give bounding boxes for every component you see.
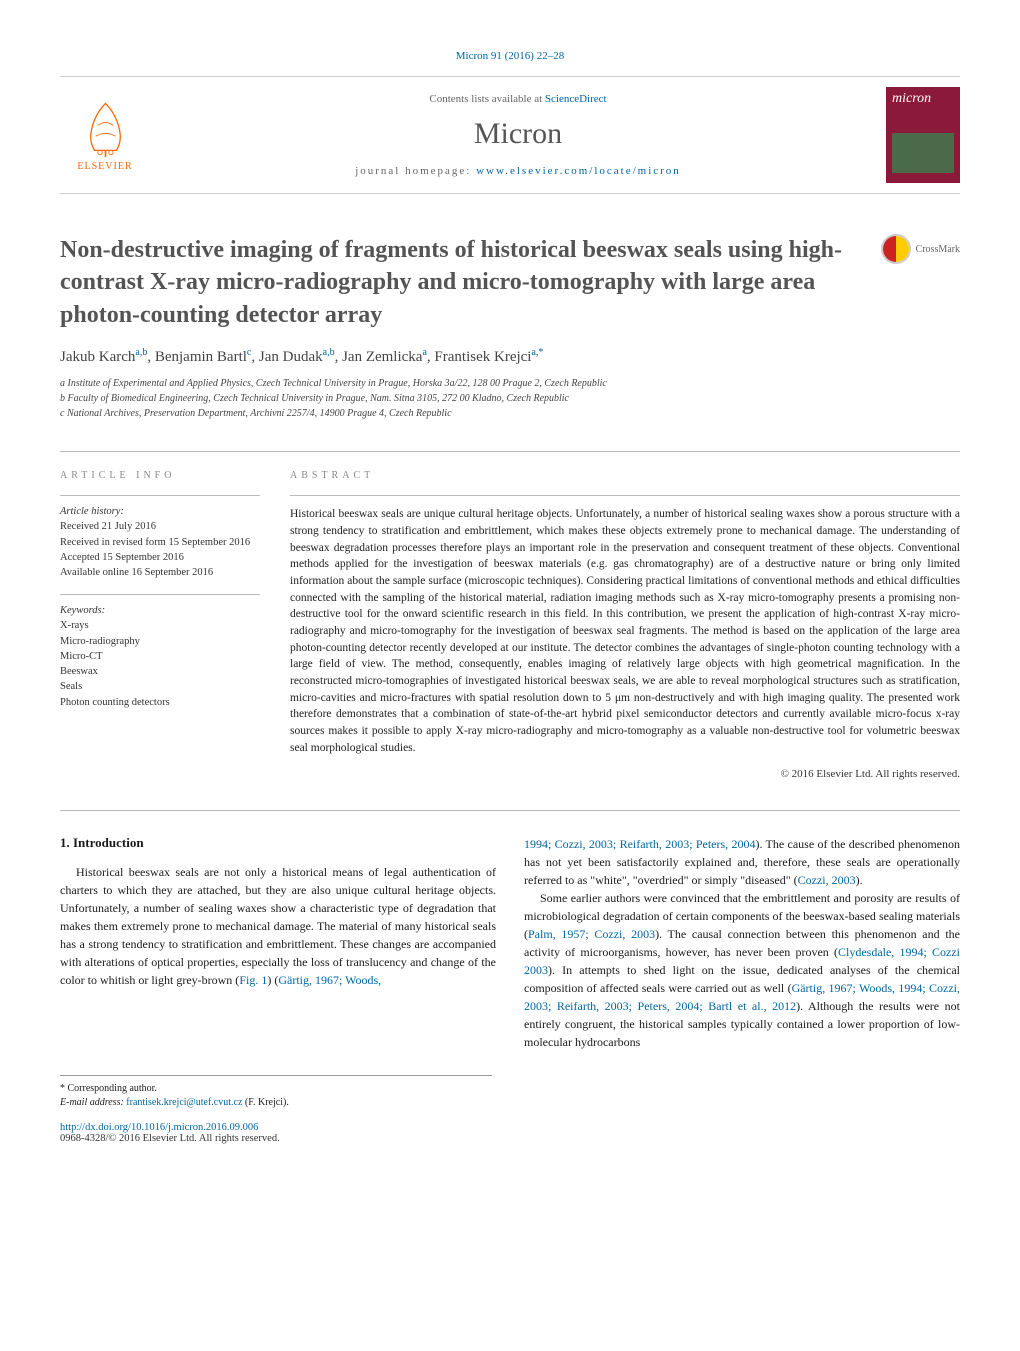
p1c-text-b: ). <box>856 873 863 887</box>
keyword: X-rays <box>60 620 89 631</box>
affiliation-line: c National Archives, Preservation Depart… <box>60 406 960 421</box>
keyword: Micro-CT <box>60 651 103 662</box>
issn-line: 0968-4328/© 2016 Elsevier Ltd. All right… <box>60 1133 280 1144</box>
title-block: CrossMark Non-destructive imaging of fra… <box>60 234 960 331</box>
author-email[interactable]: frantisek.krejci@utef.cvut.cz <box>126 1097 242 1108</box>
history-line: Received in revised form 15 September 20… <box>60 537 250 548</box>
abstract-copyright: © 2016 Elsevier Ltd. All rights reserved… <box>290 768 960 780</box>
body-col-right: 1994; Cozzi, 2003; Reifarth, 2003; Peter… <box>524 835 960 1051</box>
crossmark-icon <box>881 234 911 264</box>
body-col-left: 1. Introduction Historical beeswax seals… <box>60 835 496 1051</box>
cite-ref-3[interactable]: Cozzi, 2003 <box>798 873 856 887</box>
article-info-label: ARTICLE INFO <box>60 470 260 481</box>
affiliation-line: a Institute of Experimental and Applied … <box>60 376 960 391</box>
elsevier-logo: ELSEVIER <box>60 90 150 180</box>
cover-image-placeholder <box>892 133 954 173</box>
keywords-block: Keywords: X-rays Micro-radiography Micro-C… <box>60 594 260 710</box>
abstract-text: Historical beeswax seals are unique cult… <box>290 495 960 756</box>
keyword: Photon counting detectors <box>60 697 170 708</box>
header-center: Contents lists available at ScienceDirec… <box>150 93 886 177</box>
contents-line: Contents lists available at ScienceDirec… <box>150 93 886 105</box>
elsevier-tree-icon <box>78 98 133 158</box>
journal-cover-thumb: micron <box>886 87 960 183</box>
citation-line: Micron 91 (2016) 22–28 <box>60 50 960 62</box>
p1-text-a: Historical beeswax seals are not only a … <box>60 865 496 987</box>
article-info-column: ARTICLE INFO Article history: Received 2… <box>60 470 260 780</box>
author-list: Jakub Karcha,b, Benjamin Bartlc, Jan Dud… <box>60 347 960 366</box>
p1-text-b: ) ( <box>267 973 278 987</box>
history-line: Received 21 July 2016 <box>60 521 156 532</box>
doi-block: http://dx.doi.org/10.1016/j.micron.2016.… <box>60 1122 960 1144</box>
intro-paragraph-2: Some earlier authors were convinced that… <box>524 889 960 1051</box>
history-line: Accepted 15 September 2016 <box>60 552 184 563</box>
cite-ref-4[interactable]: Palm, 1957; Cozzi, 2003 <box>528 927 655 941</box>
affiliation-line: b Faculty of Biomedical Engineering, Cze… <box>60 391 960 406</box>
intro-paragraph-1: Historical beeswax seals are not only a … <box>60 863 496 989</box>
info-abstract-row: ARTICLE INFO Article history: Received 2… <box>60 451 960 780</box>
section-heading-intro: 1. Introduction <box>60 835 496 851</box>
keywords-label: Keywords: <box>60 605 105 616</box>
sciencedirect-link[interactable]: ScienceDirect <box>545 93 607 105</box>
crossmark-badge[interactable]: CrossMark <box>881 234 960 264</box>
fig1-ref[interactable]: Fig. 1 <box>239 973 267 987</box>
body-columns: 1. Introduction Historical beeswax seals… <box>60 810 960 1051</box>
keyword: Beeswax <box>60 666 98 677</box>
cite-ref-1[interactable]: Gärtig, 1967; Woods, <box>278 973 381 987</box>
corresponding-author: * Corresponding author. <box>60 1082 492 1096</box>
homepage-line: journal homepage: www.elsevier.com/locat… <box>150 165 886 177</box>
crossmark-label: CrossMark <box>916 244 960 255</box>
history-label: Article history: <box>60 506 124 517</box>
abstract-column: ABSTRACT Historical beeswax seals are un… <box>290 470 960 780</box>
cover-title: micron <box>886 87 960 111</box>
homepage-prefix: journal homepage: <box>355 165 476 177</box>
footnotes: * Corresponding author. E-mail address: … <box>60 1075 492 1110</box>
article-history: Article history: Received 21 July 2016 Re… <box>60 495 260 580</box>
journal-name: Micron <box>150 117 886 151</box>
doi-link[interactable]: http://dx.doi.org/10.1016/j.micron.2016.… <box>60 1122 258 1133</box>
history-line: Available online 16 September 2016 <box>60 567 213 578</box>
cite-ref-2[interactable]: 1994; Cozzi, 2003; Reifarth, 2003; Peter… <box>524 837 755 851</box>
keyword: Seals <box>60 681 82 692</box>
email-label: E-mail address: <box>60 1097 126 1108</box>
journal-header: ELSEVIER Contents lists available at Sci… <box>60 76 960 194</box>
article-title: Non-destructive imaging of fragments of … <box>60 234 960 331</box>
homepage-link[interactable]: www.elsevier.com/locate/micron <box>476 165 681 177</box>
citation-link[interactable]: Micron 91 (2016) 22–28 <box>456 50 564 62</box>
keyword: Micro-radiography <box>60 636 140 647</box>
affiliations: a Institute of Experimental and Applied … <box>60 376 960 421</box>
elsevier-label: ELSEVIER <box>77 161 132 172</box>
email-suffix: (F. Krejci). <box>242 1097 288 1108</box>
abstract-label: ABSTRACT <box>290 470 960 481</box>
contents-prefix: Contents lists available at <box>429 93 544 105</box>
intro-paragraph-1-cont: 1994; Cozzi, 2003; Reifarth, 2003; Peter… <box>524 835 960 889</box>
email-line: E-mail address: frantisek.krejci@utef.cv… <box>60 1096 492 1110</box>
